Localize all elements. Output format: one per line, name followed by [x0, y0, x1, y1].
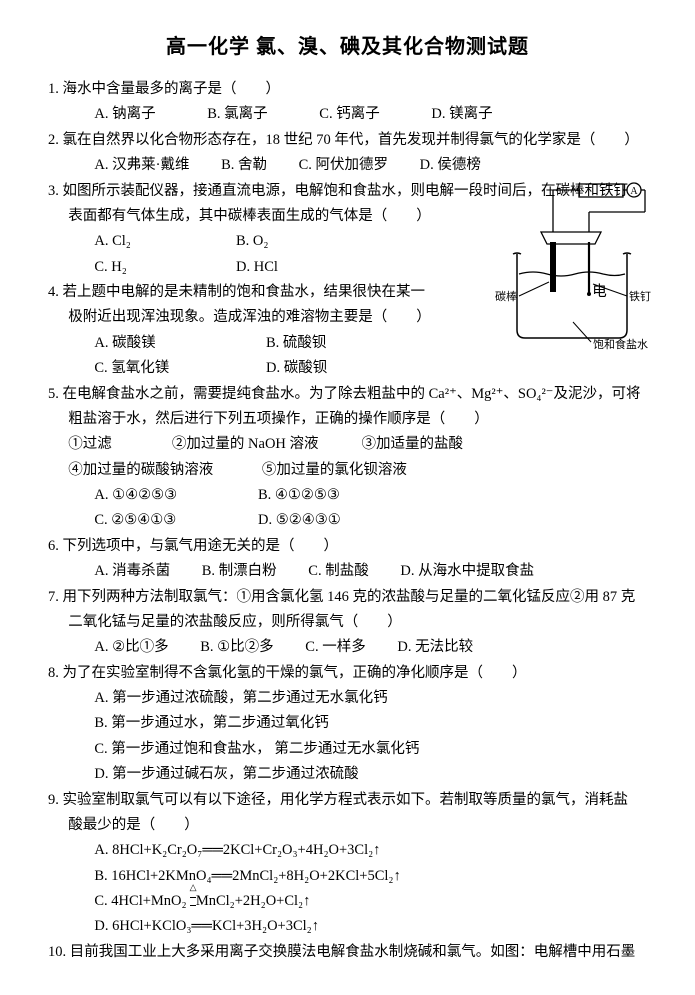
- q6-opt-d: D. 从海水中提取食盐: [400, 559, 534, 584]
- q8-opt-b: B. 第一步通过水，第二步通过氧化钙: [48, 711, 647, 736]
- question-6: 6. 下列选项中，与氯气用途无关的是（ ）: [48, 534, 647, 559]
- q6-opt-b: B. 制漂白粉: [202, 559, 277, 584]
- q7-opt-b: B. ①比②多: [200, 635, 273, 660]
- label-salt: 饱和食盐水: [593, 337, 648, 350]
- q5-opt-d: D. ⑤②④③①: [258, 512, 341, 528]
- q4-stem2: 极附近出现浑浊现象。造成浑浊的难溶物主要是（ ）: [68, 309, 431, 325]
- question-1: 1. 海水中含量最多的离子是（ ）: [48, 77, 647, 102]
- q7-stem1: 7. 用下列两种方法制取氯气：①用含氯化氢 146 克的浓盐酸与足量的二氧化锰反…: [48, 589, 635, 605]
- q9-stem2: 酸最少的是（ ）: [68, 817, 199, 833]
- q2-stem: 2. 氯在自然界以化合物形态存在，18 世纪 70 年代，首先发现并制得氯气的化…: [48, 132, 639, 148]
- q9-opt-b: B. 16HCl+2KMnO₄══2MnCl₂+8H₂O+2KCl+5Cl₂↑: [48, 864, 647, 889]
- q4-opt-b: B. 硫酸钡: [266, 331, 326, 356]
- q7-stem2: 二氧化锰与足量的浓盐酸反应，则所得氯气（ ）: [68, 614, 402, 630]
- q4-options-row2: C. 氢氧化镁 D. 碳酸钡: [48, 356, 647, 381]
- question-5-line1: 5. 在电解食盐水之前，需要提纯食盐水。为了除去粗盐中的 Ca²⁺、Mg²⁺、S…: [48, 382, 647, 407]
- question-2: 2. 氯在自然界以化合物形态存在，18 世纪 70 年代，首先发现并制得氯气的化…: [48, 128, 647, 153]
- question-7-line1: 7. 用下列两种方法制取氯气：①用含氯化氢 146 克的浓盐酸与足量的二氧化锰反…: [48, 585, 647, 610]
- q8-opt-a: A. 第一步通过浓硫酸，第二步通过无水氯化钙: [48, 686, 647, 711]
- q4-opt-d: D. 碳酸钡: [266, 356, 327, 381]
- label-iron: 铁钉: [629, 290, 651, 303]
- q5-i3: ③加适量的盐酸: [362, 436, 464, 452]
- q2-opt-a: A. 汉弗莱·戴维: [94, 153, 189, 178]
- label-carbon: 碳棒: [495, 289, 517, 303]
- q3-stem2: 表面都有气体生成，其中碳棒表面生成的气体是（ ）: [68, 208, 431, 224]
- q5-opt-a: A. ①④②⑤③: [94, 483, 254, 508]
- q3-opt-b: B. O₂: [236, 229, 268, 254]
- q6-opt-c: C. 制盐酸: [308, 559, 368, 584]
- question-5-line2: 粗盐溶于水，然后进行下列五项操作，正确的操作顺序是（ ）: [48, 407, 647, 432]
- q8-stem: 8. 为了在实验室制得不含氯化氢的干燥的氯气，正确的净化顺序是（ ）: [48, 665, 527, 681]
- q2-opt-d: D. 侯德榜: [420, 153, 481, 178]
- q5-options-row2: C. ②⑤④①③ D. ⑤②④③①: [48, 508, 647, 533]
- q3-opt-a: A. Cl₂: [94, 229, 184, 254]
- q2-options: A. 汉弗莱·戴维 B. 舍勒 C. 阿伏加德罗 D. 侯德榜: [48, 153, 647, 178]
- q9-opt-c: C. 4HCl+MnO₂ △MnCl₂+2H₂O+Cl₂↑: [48, 889, 647, 914]
- q9-opt-d: D. 6HCl+KClO₃══KCl+3H₂O+3Cl₂↑: [48, 914, 647, 939]
- q7-opt-a: A. ②比①多: [94, 635, 168, 660]
- q5-i2: ②加过量的 NaOH 溶液: [172, 432, 358, 457]
- question-9-line2: 酸最少的是（ ）: [48, 813, 647, 838]
- q5-i5: ⑤加过量的氯化钡溶液: [262, 462, 407, 478]
- q1-opt-c: C. 钙离子: [319, 102, 379, 127]
- q5-stem2: 粗盐溶于水，然后进行下列五项操作，正确的操作顺序是（ ）: [68, 411, 489, 427]
- q5-items-row1: ①过滤 ②加过量的 NaOH 溶液 ③加适量的盐酸: [48, 432, 647, 457]
- q7-options: A. ②比①多 B. ①比②多 C. 一样多 D. 无法比较: [48, 635, 647, 660]
- question-7-line2: 二氧化锰与足量的浓盐酸反应，则所得氯气（ ）: [48, 610, 647, 635]
- q4-stem1: 4. 若上题中电解的是未精制的饱和食盐水，结果很快在某一: [48, 284, 425, 300]
- q5-opt-c: C. ②⑤④①③: [94, 508, 254, 533]
- q9-opt-c-pre: C. 4HCl+MnO₂: [94, 893, 190, 909]
- q5-items-row2: ④加过量的碳酸钠溶液 ⑤加过量的氯化钡溶液: [48, 458, 647, 483]
- q2-opt-c: C. 阿伏加德罗: [299, 153, 388, 178]
- q1-stem: 1. 海水中含量最多的离子是（ ）: [48, 81, 280, 97]
- q2-opt-b: B. 舍勒: [221, 153, 267, 178]
- q5-i4: ④加过量的碳酸钠溶液: [68, 458, 258, 483]
- question-8: 8. 为了在实验室制得不含氯化氢的干燥的氯气，正确的净化顺序是（ ）: [48, 661, 647, 686]
- heating-symbol: △: [190, 889, 196, 914]
- page-title: 高一化学 氯、溴、碘及其化合物测试题: [48, 30, 647, 65]
- q5-i1: ①过滤: [68, 432, 168, 457]
- electrolysis-diagram: A 碳棒 铁钉 饱和食盐水: [493, 182, 651, 350]
- q10-stem: 10. 目前我国工业上大多采用离子交换膜法电解食盐水制烧碱和氯气。如图：电解槽中…: [48, 944, 635, 960]
- q5-opt-b: B. ④①②⑤③: [258, 487, 340, 503]
- svg-text:A: A: [630, 186, 638, 197]
- q4-opt-c: C. 氢氧化镁: [94, 356, 214, 381]
- q6-opt-a: A. 消毒杀菌: [94, 559, 170, 584]
- q1-opt-a: A. 钠离子: [94, 102, 155, 127]
- question-10: 10. 目前我国工业上大多采用离子交换膜法电解食盐水制烧碱和氯气。如图：电解槽中…: [48, 940, 647, 965]
- q3-opt-d: D. HCl: [236, 255, 278, 280]
- q6-options: A. 消毒杀菌 B. 制漂白粉 C. 制盐酸 D. 从海水中提取食盐: [48, 559, 647, 584]
- q1-options: A. 钠离子 B. 氯离子 C. 钙离子 D. 镁离子: [48, 102, 647, 127]
- q1-opt-b: B. 氯离子: [207, 102, 267, 127]
- q6-stem: 6. 下列选项中，与氯气用途无关的是（ ）: [48, 538, 338, 554]
- q9-stem1: 9. 实验室制取氯气可以有以下途径，用化学方程式表示如下。若制取等质量的氯气，消…: [48, 792, 628, 808]
- q7-opt-d: D. 无法比较: [397, 635, 473, 660]
- q4-opt-a: A. 碳酸镁: [94, 331, 214, 356]
- q7-opt-c: C. 一样多: [305, 635, 365, 660]
- q5-options-row1: A. ①④②⑤③ B. ④①②⑤③: [48, 483, 647, 508]
- q3-opt-c: C. H₂: [94, 255, 184, 280]
- q9-opt-a: A. 8HCl+K₂Cr₂O₇══2KCl+Cr₂O₃+4H₂O+3Cl₂↑: [48, 838, 647, 863]
- q1-opt-d: D. 镁离子: [431, 102, 492, 127]
- question-9-line1: 9. 实验室制取氯气可以有以下途径，用化学方程式表示如下。若制取等质量的氯气，消…: [48, 788, 647, 813]
- q9-opt-c-post: MnCl₂+2H₂O+Cl₂↑: [196, 893, 311, 909]
- q8-opt-c: C. 第一步通过饱和食盐水， 第二步通过无水氯化钙: [48, 737, 647, 762]
- q8-opt-d: D. 第一步通过碱石灰，第二步通过浓硫酸: [48, 762, 647, 787]
- q5-stem1: 5. 在电解食盐水之前，需要提纯食盐水。为了除去粗盐中的 Ca²⁺、Mg²⁺、S…: [48, 386, 640, 402]
